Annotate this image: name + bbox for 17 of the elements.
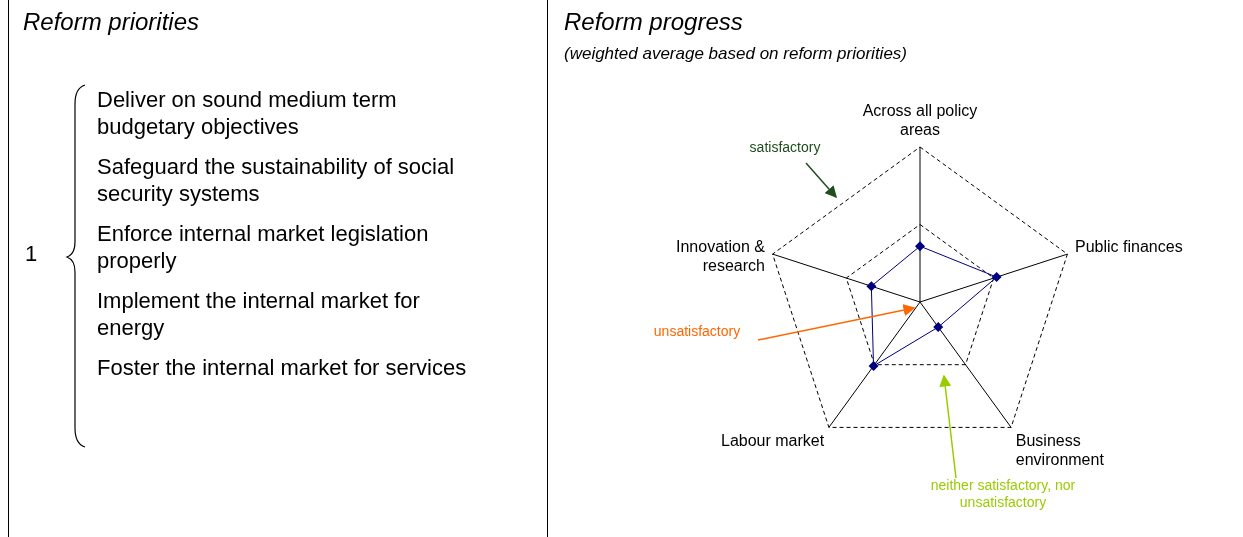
text: Implement the internal market for energy — [97, 287, 421, 341]
chart-title: Reform progress — [564, 8, 743, 36]
chart-subtitle: (weighted average based on reform priorities) — [564, 44, 908, 64]
text: neither satisfactory, nor unsatisfactory — [930, 477, 1076, 510]
text: Reform priorities — [23, 8, 200, 36]
text: unsatisfactory — [653, 323, 741, 339]
text: Foster the internal market for services — [97, 354, 467, 381]
text: 1 — [25, 241, 38, 267]
text: satisfactory — [749, 139, 821, 155]
spoke-label: Labour market — [721, 431, 825, 449]
spoke-label: Business environment — [1015, 431, 1105, 468]
spoke-label: Public finances — [1075, 237, 1183, 255]
text: Safeguard the sustainability of social security systems — [97, 153, 456, 207]
spoke-label: Across all policy areas — [862, 102, 978, 138]
text: Enforce internal market legislation properly — [97, 220, 430, 274]
spoke-label: Innovation & research — [676, 237, 766, 274]
text: Deliver on sound medium term budgetary objectives — [97, 86, 398, 140]
